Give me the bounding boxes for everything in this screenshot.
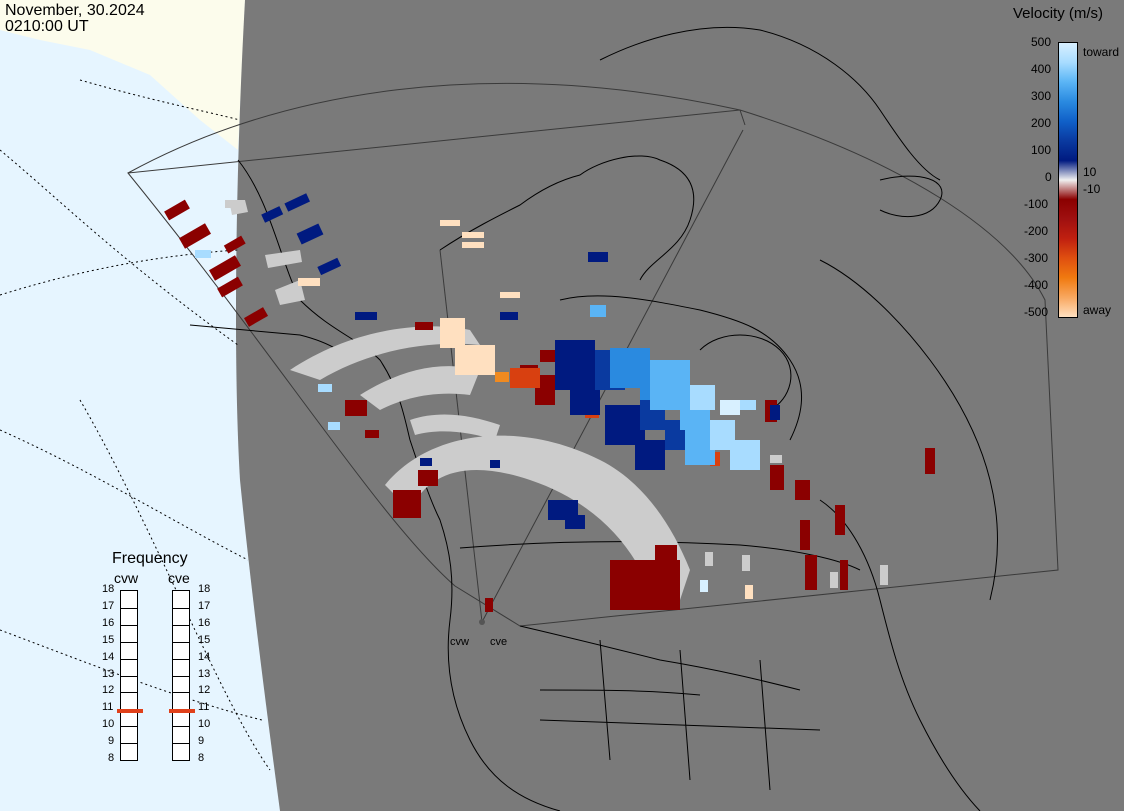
frequency-bar-cve [169,590,195,761]
frequency-tick-label: 14 [198,650,211,663]
frequency-tick-label: 14 [102,650,115,663]
radar-label-cve: cve [490,636,508,648]
frequency-tick-label: 16 [198,616,211,629]
frequency-marker-cvw [117,709,143,713]
velocity-tick-label: -300 [1024,251,1049,265]
frequency-tick-label: 11 [102,701,114,714]
frequency-tick-label: 16 [102,616,115,629]
velocity-tick-label: -100 [1024,197,1049,211]
velocity-end-away: away [1083,303,1112,317]
frequency-marker-cve [169,709,195,713]
frequency-tick-label: 8 [108,752,115,764]
frequency-tick-label: 17 [198,599,211,612]
frequency-radar-name-cvw: cvw [114,570,139,586]
ground-scatter [230,200,690,600]
frequency-tick-label: 18 [198,583,211,595]
frequency-tick-label: 12 [102,684,115,697]
frequency-tick-label: 12 [198,684,211,697]
frequency-tick-label: 15 [102,633,115,646]
velocity-tick-label: -200 [1024,224,1049,238]
map-date: November, 30.2024 [5,2,145,19]
frequency-title: Frequency [112,550,188,567]
fov-divider-west [439,249,483,623]
velocity-tick-label: 200 [1031,116,1052,130]
velocity-near-zero-pos: 10 [1083,165,1097,179]
velocity-end-toward: toward [1083,45,1120,59]
velocity-tick-label: -500 [1024,305,1049,319]
frequency-tick-label: 10 [102,718,115,731]
velocity-tick-label: 100 [1031,143,1052,157]
frequency-tick-label: 13 [102,667,115,680]
radar-site-marker [479,619,485,625]
velocity-scale-title: Velocity (m/s) [1013,5,1104,22]
land-outside-disc [0,0,245,150]
frequency-tick-label: 13 [198,667,211,680]
frequency-tick-label: 17 [102,599,115,612]
velocity-tick-label: 300 [1031,89,1052,103]
velocity-near-zero-neg: -10 [1083,182,1101,196]
velocity-cells [164,193,935,612]
frequency-tick-label: 15 [198,633,211,646]
fov-outline [127,82,1059,627]
frequency-tick-label: 18 [102,583,115,595]
velocity-tick-label: 0 [1045,170,1052,184]
velocity-tick-label: 400 [1031,62,1052,76]
frequency-tick-label: 11 [198,701,210,714]
frequency-radar-name-cve: cve [168,570,190,586]
frequency-tick-label: 9 [198,735,205,748]
latlon-grid [0,79,271,771]
frequency-tick-label: 10 [198,718,211,731]
velocity-tick-label: -400 [1024,278,1049,292]
velocity-colorbar [1058,42,1078,318]
frequency-tick-label: 9 [108,735,115,748]
map-time: 0210:00 UT [5,18,89,35]
radar-label-cvw: cvw [450,636,469,648]
frequency-tick-label: 8 [198,752,205,764]
velocity-tick-label: 500 [1031,35,1052,49]
frequency-bar-cvw [117,590,143,761]
